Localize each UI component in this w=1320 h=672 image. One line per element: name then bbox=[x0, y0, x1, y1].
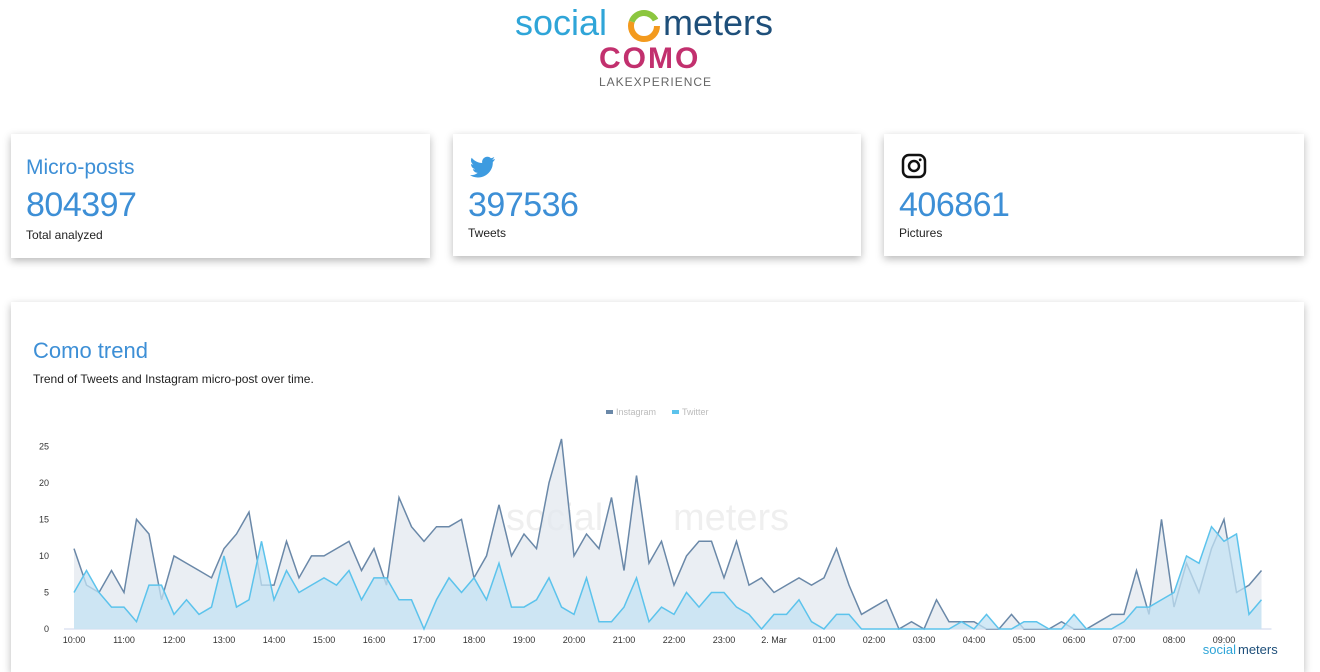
card-title: Micro-posts bbox=[26, 156, 135, 179]
legend-label: Twitter bbox=[682, 407, 709, 417]
x-tick-label: 08:00 bbox=[1163, 635, 1186, 645]
y-tick-label: 15 bbox=[39, 514, 49, 524]
x-tick-label: 16:00 bbox=[363, 635, 386, 645]
x-tick-label: 21:00 bbox=[613, 635, 636, 645]
brand-icon bbox=[628, 10, 660, 42]
x-tick-label: 20:00 bbox=[563, 635, 586, 645]
chart-card: Como trend Trend of Tweets and Instagram… bbox=[11, 302, 1304, 672]
brand-right: meters bbox=[663, 2, 774, 43]
card-caption: Total analyzed bbox=[26, 228, 103, 242]
x-tick-label: 11:00 bbox=[113, 635, 135, 645]
x-tick-label: 12:00 bbox=[163, 635, 186, 645]
x-tick-label: 17:00 bbox=[413, 635, 436, 645]
x-tick-label: 18:00 bbox=[463, 635, 486, 645]
x-tick-label: 09:00 bbox=[1213, 635, 1236, 645]
x-tick-label: 02:00 bbox=[863, 635, 886, 645]
card-value: 406861 bbox=[899, 186, 1010, 224]
x-tick-label: 04:00 bbox=[963, 635, 986, 645]
card-value: 397536 bbox=[468, 186, 579, 224]
legend-label: Instagram bbox=[616, 407, 656, 417]
legend-swatch bbox=[672, 410, 679, 414]
x-tick-label: 03:00 bbox=[913, 635, 936, 645]
card-value: 804397 bbox=[26, 186, 137, 224]
credit: meters bbox=[1238, 642, 1278, 657]
tagline: LAKEXPERIENCE bbox=[599, 75, 713, 89]
chart: social meters social meters 051015202510… bbox=[39, 407, 1278, 657]
card-caption: Tweets bbox=[468, 226, 507, 240]
series-line bbox=[73, 438, 1263, 631]
y-tick-label: 25 bbox=[39, 441, 49, 451]
area-fill bbox=[74, 526, 1262, 629]
x-tick-label: 14:00 bbox=[263, 635, 286, 645]
x-tick-label: 13:00 bbox=[213, 635, 236, 645]
card: 397536 Tweets bbox=[453, 134, 861, 256]
card: Micro-posts 804397 Total analyzed bbox=[11, 134, 430, 258]
logo: social meters COMO LAKEXPERIENCE bbox=[515, 2, 805, 92]
credit: social bbox=[1203, 642, 1236, 657]
x-tick-label: 15:00 bbox=[313, 635, 336, 645]
page: social meters COMO LAKEXPERIENCE Micro-p… bbox=[11, 2, 1304, 657]
chart-subtitle: Trend of Tweets and Instagram micro-post… bbox=[33, 372, 314, 386]
x-tick-label: 19:00 bbox=[513, 635, 536, 645]
y-tick-label: 5 bbox=[44, 587, 49, 597]
brand-left: social bbox=[515, 2, 608, 43]
x-tick-label: 07:00 bbox=[1113, 635, 1136, 645]
city: COMO bbox=[599, 42, 701, 75]
x-tick-label: 01:00 bbox=[813, 635, 836, 645]
card: 406861 Pictures bbox=[884, 134, 1304, 256]
instagram-icon bbox=[901, 153, 927, 179]
series-line bbox=[73, 525, 1263, 631]
y-tick-label: 20 bbox=[39, 478, 49, 488]
x-tick-label: 05:00 bbox=[1013, 635, 1036, 645]
card-caption: Pictures bbox=[899, 226, 943, 240]
legend-swatch bbox=[606, 410, 613, 414]
y-tick-label: 10 bbox=[39, 551, 49, 561]
x-tick-label: 10:00 bbox=[63, 635, 86, 645]
chart-title: Como trend bbox=[33, 338, 148, 363]
twitter-icon bbox=[470, 156, 495, 178]
x-tick-label: 22:00 bbox=[663, 635, 686, 645]
watermark: meters bbox=[673, 497, 789, 539]
x-tick-label: 2. Mar bbox=[761, 635, 787, 645]
x-tick-label: 06:00 bbox=[1063, 635, 1086, 645]
x-tick-label: 23:00 bbox=[713, 635, 736, 645]
area-fill bbox=[74, 439, 1262, 629]
y-tick-label: 0 bbox=[44, 624, 49, 634]
